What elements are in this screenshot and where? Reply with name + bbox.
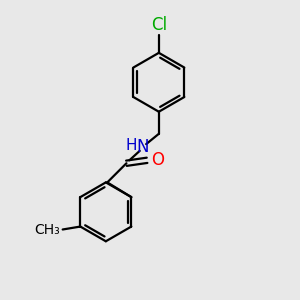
Text: CH₃: CH₃ xyxy=(34,223,60,236)
Text: H: H xyxy=(126,138,137,153)
Text: N: N xyxy=(136,138,149,156)
Text: Cl: Cl xyxy=(151,16,167,34)
Text: O: O xyxy=(152,151,164,169)
